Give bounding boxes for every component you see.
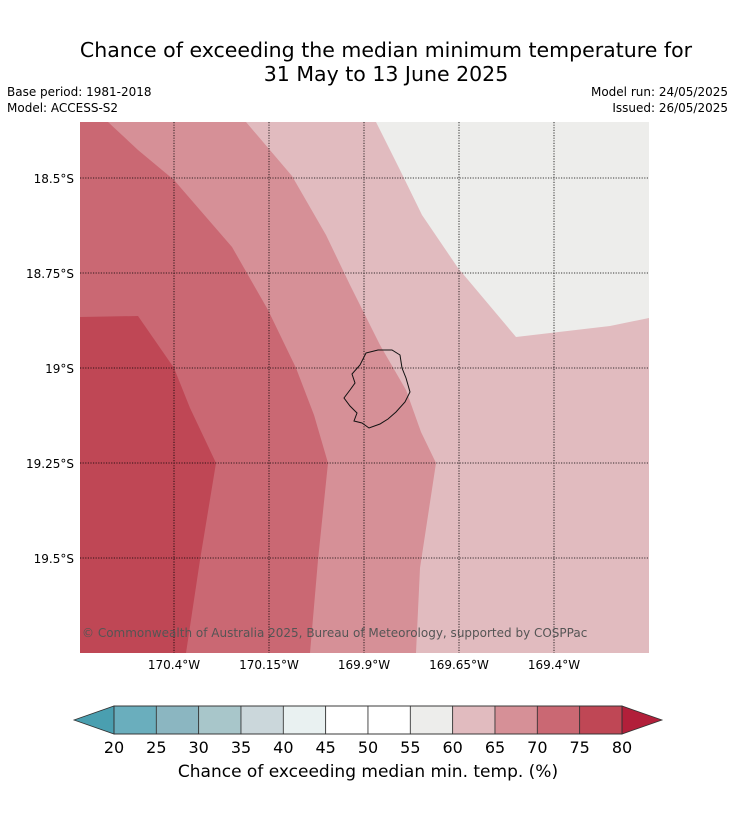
zone-75-80 [80, 316, 216, 653]
meta-right: Model run: 24/05/2025 Issued: 26/05/2025 [591, 84, 728, 116]
colorbar-cells [113, 705, 623, 735]
colorbar-tick-label: 50 [357, 738, 379, 757]
colorbar-tick-label: 40 [273, 738, 294, 757]
colorbar-cell [452, 705, 496, 735]
colorbar-tick-label: 80 [611, 738, 633, 757]
colorbar-tick-label: 30 [188, 738, 209, 757]
colorbar-tick-label: 45 [315, 738, 336, 757]
copyright-notice: © Commonwealth of Australia 2025, Bureau… [82, 626, 588, 640]
island-outline [343, 349, 411, 429]
model-name: Model: ACCESS-S2 [7, 101, 119, 115]
colorbar-cell [282, 705, 327, 735]
colorbar-cell [494, 705, 538, 735]
map-panel [80, 122, 649, 653]
colorbar-cell [325, 705, 369, 735]
title-line-2: 31 May to 13 June 2025 [263, 62, 509, 86]
lon-label: 170.4°W [147, 658, 201, 672]
title-line-1: Chance of exceeding the median minimum t… [79, 38, 693, 62]
colorbar-tick-label: 70 [527, 738, 548, 757]
colorbar-tick-label: 60 [442, 738, 463, 757]
lon-label: 169.65°W [429, 658, 489, 672]
lat-label: 18.5°S [33, 172, 74, 186]
lon-label: 169.9°W [337, 658, 391, 672]
colorbar-over-arrow [621, 705, 664, 735]
colorbar-tick-label: 35 [230, 738, 252, 757]
lat-label: 19.25°S [26, 457, 74, 471]
colorbar-cell [579, 705, 623, 735]
colorbar-cell [240, 705, 284, 735]
lat-label: 19.5°S [33, 552, 74, 566]
colorbar-tick-label: 75 [569, 738, 590, 757]
lon-label: 170.15°W [239, 658, 299, 672]
colorbar [72, 705, 664, 735]
colorbar-frame [113, 705, 623, 735]
base-period: Base period: 1981-2018 [7, 85, 152, 99]
colorbar-cell [198, 705, 242, 735]
colorbar-tick-label: 25 [146, 738, 167, 757]
lat-label: 18.75°S [26, 267, 74, 281]
colorbar-cell [536, 705, 581, 735]
colorbar-under-arrow [72, 705, 115, 735]
lat-label: 19°S [45, 362, 74, 376]
model-run: Model run: 24/05/2025 [590, 85, 728, 99]
colorbar-tick-label: 20 [103, 738, 125, 757]
colorbar-cell [155, 705, 200, 735]
issued-date: Issued: 26/05/2025 [612, 101, 728, 115]
graticule [80, 122, 649, 653]
colorbar-cell [367, 705, 411, 735]
colorbar-label: Chance of exceeding median min. temp. (%… [177, 762, 559, 782]
colorbar-tick-label: 55 [400, 738, 421, 757]
colorbar-cell [409, 705, 454, 735]
colorbar-tick-label: 65 [484, 738, 506, 757]
map-title: Chance of exceeding the median minimum t… [0, 38, 736, 86]
meta-left: Base period: 1981-2018 Model: ACCESS-S2 [7, 84, 152, 116]
colorbar-cell [113, 705, 157, 735]
lon-label: 169.4°W [527, 658, 581, 672]
